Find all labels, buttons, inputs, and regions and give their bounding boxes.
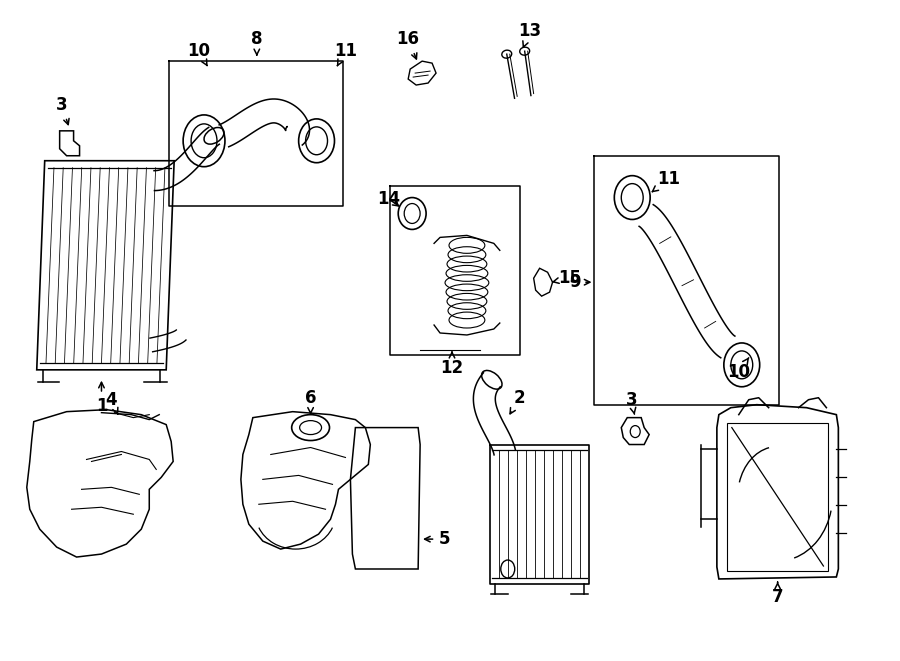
Text: 10: 10 [727, 358, 751, 381]
Text: 3: 3 [626, 391, 637, 414]
Text: 15: 15 [553, 269, 581, 288]
Text: 10: 10 [187, 42, 211, 65]
Text: 3: 3 [56, 96, 69, 124]
Text: 16: 16 [397, 30, 419, 59]
Text: 2: 2 [510, 389, 526, 414]
Text: 1: 1 [95, 382, 107, 414]
Text: 13: 13 [518, 22, 541, 47]
Text: 5: 5 [425, 530, 450, 548]
Text: 7: 7 [772, 582, 783, 606]
Text: 11: 11 [334, 42, 357, 65]
Text: 8: 8 [251, 30, 263, 55]
Text: 12: 12 [440, 352, 464, 377]
Text: 4: 4 [105, 391, 118, 414]
Text: 9: 9 [569, 273, 590, 292]
Text: 14: 14 [377, 190, 400, 208]
Text: 6: 6 [305, 389, 316, 413]
Text: 11: 11 [652, 170, 680, 192]
